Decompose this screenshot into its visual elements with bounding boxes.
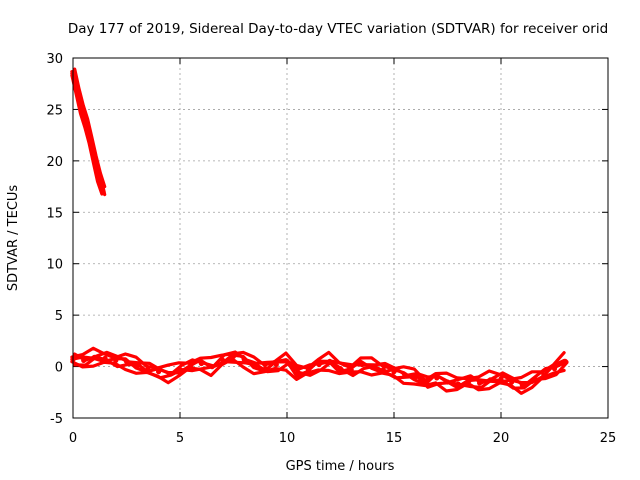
y-tick-label: 10 xyxy=(46,258,63,273)
data-point xyxy=(487,377,493,383)
data-point xyxy=(91,354,97,360)
data-point xyxy=(551,366,558,372)
plot-frame xyxy=(72,57,609,419)
data-point xyxy=(412,374,418,380)
x-tick-label: 10 xyxy=(279,431,296,446)
data-point xyxy=(273,361,279,368)
data-point xyxy=(455,381,461,387)
data-point xyxy=(327,358,333,364)
data-point xyxy=(509,379,515,385)
data-point xyxy=(74,86,80,92)
data-point xyxy=(359,361,365,368)
series-line xyxy=(73,355,569,390)
data-point xyxy=(87,137,93,143)
data-point xyxy=(156,369,162,375)
data-point xyxy=(541,372,547,378)
y-tick-label: 5 xyxy=(55,309,63,324)
x-tick-label: 15 xyxy=(386,431,403,446)
data-point xyxy=(466,378,472,384)
data-point xyxy=(423,380,429,386)
data-point xyxy=(145,367,151,373)
data-point xyxy=(102,355,108,361)
data-point xyxy=(198,360,204,367)
chart-title: Day 177 of 2019, Sidereal Day-to-day VTE… xyxy=(68,21,608,37)
data-point xyxy=(230,353,237,359)
data-point xyxy=(519,382,526,388)
data-point xyxy=(562,358,568,364)
x-tick-label: 25 xyxy=(600,431,617,446)
x-tick-label: 5 xyxy=(176,431,184,446)
data-point xyxy=(81,357,87,363)
data-point xyxy=(380,367,386,373)
y-tick-label: -5 xyxy=(50,412,63,427)
data-point xyxy=(134,362,140,369)
y-tick-label: 15 xyxy=(46,206,63,221)
series-line xyxy=(70,346,566,382)
data-point xyxy=(337,366,344,372)
data-point xyxy=(241,356,247,362)
x-tick-label: 0 xyxy=(69,431,77,446)
data-point xyxy=(209,364,215,370)
y-tick-label: 0 xyxy=(55,361,63,376)
data-point xyxy=(166,371,172,377)
data-point xyxy=(113,357,119,363)
series-segment-main-band xyxy=(70,346,569,395)
series-layer xyxy=(70,67,569,395)
data-point xyxy=(177,367,183,373)
data-point xyxy=(123,358,130,364)
data-point xyxy=(444,379,451,385)
data-point xyxy=(263,366,269,372)
data-point xyxy=(316,361,322,368)
data-point xyxy=(91,153,97,159)
data-point xyxy=(370,364,376,370)
data-point xyxy=(96,172,102,178)
y-axis-label: SDTVAR / TECUs xyxy=(6,185,21,292)
data-point xyxy=(305,368,311,374)
data-point xyxy=(391,369,397,375)
data-point xyxy=(295,370,301,376)
data-point xyxy=(477,380,483,386)
grid-layer xyxy=(73,58,608,418)
data-point xyxy=(284,358,290,364)
data-point xyxy=(530,377,536,383)
data-point xyxy=(100,189,106,195)
x-axis-label: GPS time / hours xyxy=(286,459,395,474)
data-point xyxy=(83,121,89,127)
y-tick-label: 20 xyxy=(46,155,63,170)
series-segment-early-decline xyxy=(70,67,107,197)
data-point xyxy=(79,103,85,109)
data-point xyxy=(402,372,408,378)
data-point xyxy=(252,362,258,369)
series-line xyxy=(73,67,107,189)
data-point xyxy=(498,376,504,382)
y-tick-label: 30 xyxy=(46,52,63,67)
data-point xyxy=(188,362,194,369)
data-point xyxy=(220,357,226,363)
data-point xyxy=(434,375,440,381)
y-tick-label: 25 xyxy=(46,103,63,118)
x-tick-label: 20 xyxy=(493,431,510,446)
data-point xyxy=(348,367,354,373)
